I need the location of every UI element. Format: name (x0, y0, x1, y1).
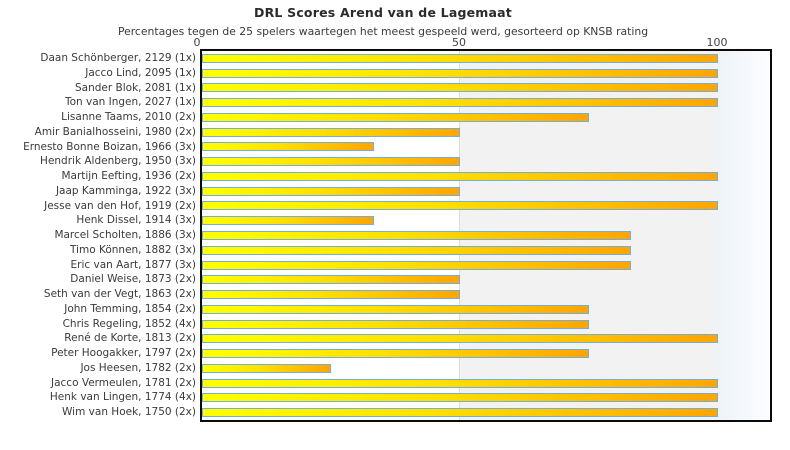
bar (202, 245, 632, 255)
plot-area (202, 51, 770, 420)
row-label: Jacco Lind, 2095 (1x) (85, 66, 196, 79)
row-label: René de Korte, 1813 (2x) (64, 332, 196, 345)
x-tick-100: 100 (706, 36, 728, 49)
bar (202, 349, 589, 359)
row-label: Sander Blok, 2081 (1x) (75, 81, 196, 94)
bar (202, 275, 460, 285)
bar (202, 319, 589, 329)
chart-subtitle: Percentages tegen de 25 spelers waartege… (117, 25, 649, 38)
y-axis-labels: Daan Schönberger, 2129 (1x) Jacco Lind, 2… (0, 51, 196, 420)
row-label: Chris Regeling, 1852 (4x) (62, 317, 196, 330)
row-label: Jesse van den Hof, 1919 (2x) (44, 199, 196, 212)
row-label: Henk van Lingen, 1774 (4x) (49, 391, 196, 404)
row-label: Marcel Scholten, 1886 (3x) (54, 229, 196, 242)
row-label: Wim van Hoek, 1750 (2x) (62, 406, 196, 419)
row-label: Daan Schönberger, 2129 (1x) (40, 52, 196, 64)
row-label: Timo Können, 1882 (3x) (69, 243, 196, 256)
bar (202, 53, 718, 63)
bar (202, 68, 718, 78)
plot-frame (200, 49, 772, 422)
bar (202, 304, 589, 314)
bar (202, 142, 374, 152)
x-tick-50: 50 (452, 36, 466, 49)
row-label: Peter Hoogakker, 1797 (2x) (51, 347, 196, 360)
row-label: Ernesto Bonne Boizan, 1966 (3x) (23, 140, 196, 153)
row-label: Hendrik Aldenberg, 1950 (3x) (40, 155, 196, 168)
row-label: Amir Banialhosseini, 1980 (2x) (34, 125, 196, 138)
row-label: Jaap Kamminga, 1922 (3x) (55, 184, 196, 197)
row-label: Seth van der Vegt, 1863 (2x) (43, 288, 196, 301)
bar (202, 83, 718, 93)
row-label: Lisanne Taams, 2010 (2x) (61, 111, 196, 124)
chart-title: DRL Scores Arend van de Lagemaat (254, 5, 512, 20)
bar (202, 378, 718, 388)
bar (202, 127, 460, 137)
x-tick-0: 0 (193, 36, 201, 49)
row-label: Henk Dissel, 1914 (3x) (76, 214, 196, 227)
bar (202, 186, 460, 196)
bar (202, 216, 374, 226)
right-margin-fade (717, 51, 770, 420)
bar (202, 201, 718, 211)
bar (202, 363, 331, 373)
bar (202, 408, 718, 418)
row-label: Daniel Weise, 1873 (2x) (70, 273, 196, 286)
row-label: Martijn Eefting, 1936 (2x) (61, 170, 196, 183)
bar (202, 260, 632, 270)
bar (202, 290, 460, 300)
bar (202, 98, 718, 108)
row-label: John Temming, 1854 (2x) (64, 302, 196, 315)
bar (202, 231, 632, 240)
bar (202, 334, 718, 344)
bar (202, 157, 460, 167)
bar (202, 393, 718, 403)
row-label: Eric van Aart, 1877 (3x) (70, 258, 197, 271)
bar (202, 171, 718, 181)
row-label: Ton van Ingen, 2027 (1x) (64, 96, 196, 109)
bar (202, 112, 589, 122)
row-label: Jos Heesen, 1782 (2x) (80, 361, 196, 374)
row-label: Jacco Vermeulen, 1781 (2x) (51, 376, 196, 389)
